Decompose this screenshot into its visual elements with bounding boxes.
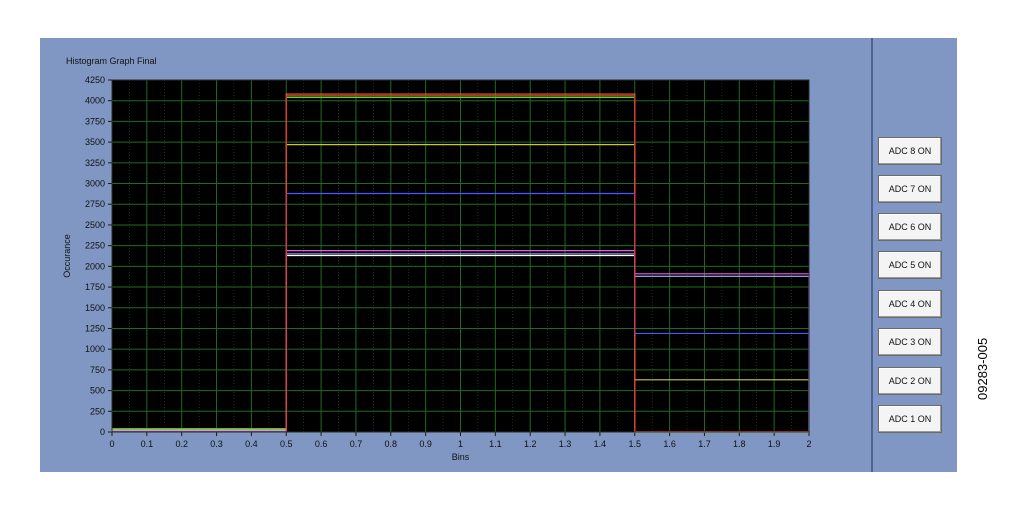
x-tick-label: 1.5 xyxy=(628,439,641,449)
adc-5-on-button[interactable]: ADC 5 ON xyxy=(878,251,942,279)
y-tick-label: 1500 xyxy=(85,303,105,313)
y-tick-label: 3000 xyxy=(85,179,105,189)
adc-7-on-button[interactable]: ADC 7 ON xyxy=(878,175,942,203)
plot-frame xyxy=(111,79,810,433)
figure-id-label: 09283-005 xyxy=(975,337,990,400)
x-tick-label: 1.7 xyxy=(698,439,711,449)
adc-8-on-button[interactable]: ADC 8 ON xyxy=(878,137,942,165)
y-tick-label: 250 xyxy=(90,406,105,416)
x-tick-label: 2 xyxy=(806,439,811,449)
x-tick-label: 1.8 xyxy=(733,439,746,449)
x-axis-label: Bins xyxy=(452,452,470,462)
y-tick-label: 1250 xyxy=(85,323,105,333)
y-tick-label: 1000 xyxy=(85,344,105,354)
series-4-line xyxy=(111,144,810,432)
x-tick-label: 0 xyxy=(109,439,114,449)
y-tick-label: 3750 xyxy=(85,116,105,126)
y-tick-label: 500 xyxy=(90,386,105,396)
x-tick-label: 0.2 xyxy=(175,439,188,449)
histogram-chart: 0 0.1 0.2 0.3 0.4 0.5 0.6 0.7 0.8 0.9 1 1.1 1.2 1.3 1.… xyxy=(62,75,812,462)
y-tick-label: 2750 xyxy=(85,199,105,209)
y-tick-label: 2000 xyxy=(85,261,105,271)
x-tick-label: 0.4 xyxy=(245,439,258,449)
y-tick-label: 4000 xyxy=(85,96,105,106)
adc-2-on-button[interactable]: ADC 2 ON xyxy=(878,367,942,395)
y-tick-label: 3250 xyxy=(85,158,105,168)
adc-6-on-button[interactable]: ADC 6 ON xyxy=(878,213,942,241)
y-tick-label: 2500 xyxy=(85,220,105,230)
x-tick-label: 0.9 xyxy=(419,439,432,449)
x-tick-label: 1 xyxy=(458,439,463,449)
y-axis-label: Occurance xyxy=(62,234,72,278)
series-7-line xyxy=(111,253,810,432)
x-tick-label: 1.4 xyxy=(594,439,607,449)
y-tick-label: 4250 xyxy=(85,75,105,85)
adc-1-on-button[interactable]: ADC 1 ON xyxy=(878,405,942,433)
y-tick-label: 1750 xyxy=(85,282,105,292)
y-tick-label: 3500 xyxy=(85,137,105,147)
y-tick-label: 2250 xyxy=(85,241,105,251)
y-tick-label: 0 xyxy=(100,427,105,437)
x-tick-label: 0.6 xyxy=(315,439,328,449)
x-tick-label: 0.5 xyxy=(280,439,293,449)
x-tick-label: 0.3 xyxy=(210,439,223,449)
x-tick-label: 1.6 xyxy=(663,439,676,449)
x-tick-label: 1.1 xyxy=(489,439,502,449)
adc-3-on-button[interactable]: ADC 3 ON xyxy=(878,328,942,356)
histogram-graph-panel: Histogram Graph Final 0 0.1 0.2 0.3 0.4 0.5 0.… xyxy=(40,38,871,472)
x-tick-label: 0.1 xyxy=(141,439,154,449)
x-tick-label: 0.8 xyxy=(385,439,398,449)
adc-control-panel: ADC 8 ON ADC 7 ON ADC 6 ON ADC 5 ON ADC … xyxy=(871,38,957,472)
adc-4-on-button[interactable]: ADC 4 ON xyxy=(878,290,942,318)
x-tick-label: 1.3 xyxy=(559,439,572,449)
graph-title: Histogram Graph Final xyxy=(66,56,157,66)
x-tick-label: 1.9 xyxy=(768,439,781,449)
x-tick-label: 0.7 xyxy=(350,439,363,449)
y-tick-label: 750 xyxy=(90,365,105,375)
x-tick-label: 1.2 xyxy=(524,439,537,449)
